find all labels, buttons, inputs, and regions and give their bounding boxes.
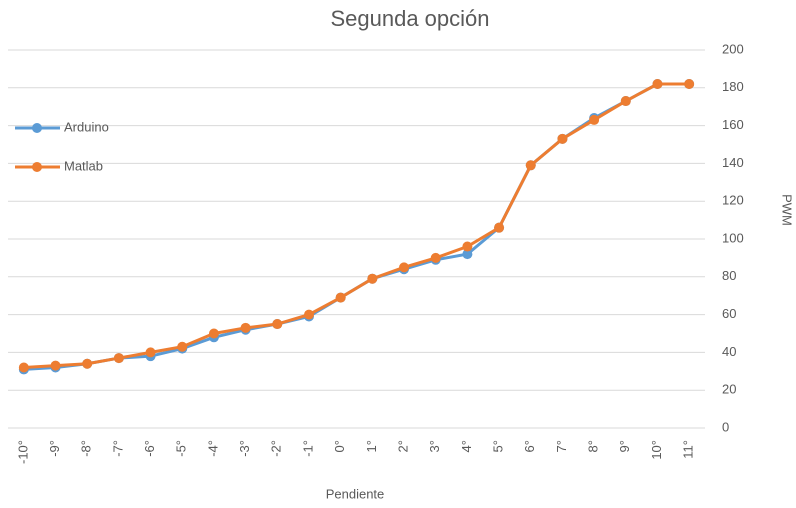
x-tick-label: -2° bbox=[269, 440, 284, 457]
data-point bbox=[430, 252, 441, 263]
data-point bbox=[399, 262, 410, 273]
y-tick-label: 140 bbox=[722, 155, 744, 170]
legend-label: Arduino bbox=[64, 119, 109, 134]
x-tick-label: 5° bbox=[491, 440, 506, 452]
x-tick-label: -3° bbox=[237, 440, 252, 457]
x-tick-label: -10° bbox=[15, 440, 30, 464]
x-tick-label: 10° bbox=[649, 440, 664, 460]
data-point bbox=[50, 360, 61, 371]
x-tick-label: -8° bbox=[79, 440, 94, 457]
x-tick-label: -5° bbox=[174, 440, 189, 457]
data-point bbox=[589, 114, 600, 125]
data-point bbox=[620, 96, 631, 107]
data-point bbox=[177, 341, 188, 352]
x-tick-label: -9° bbox=[47, 440, 62, 457]
data-point bbox=[82, 358, 93, 369]
y-tick-label: 120 bbox=[722, 193, 744, 208]
data-point bbox=[494, 222, 505, 233]
y-tick-label: 180 bbox=[722, 79, 744, 94]
x-tick-label: 6° bbox=[522, 440, 537, 452]
data-point bbox=[303, 309, 314, 320]
x-tick-label: 2° bbox=[395, 440, 410, 452]
x-tick-label: 0° bbox=[332, 440, 347, 452]
legend-label: Matlab bbox=[64, 158, 103, 173]
data-point bbox=[367, 273, 378, 284]
data-point bbox=[335, 292, 346, 303]
data-point bbox=[240, 322, 251, 333]
data-point bbox=[557, 133, 568, 144]
data-point bbox=[113, 353, 124, 364]
x-tick-label: 11° bbox=[681, 440, 696, 459]
data-line bbox=[23, 82, 690, 370]
y-tick-label: 160 bbox=[722, 117, 744, 132]
data-point bbox=[18, 362, 29, 373]
legend-marker bbox=[32, 162, 42, 172]
data-point bbox=[462, 241, 473, 252]
y-tick-label: 40 bbox=[722, 344, 736, 359]
x-axis-label: Pendiente bbox=[326, 486, 385, 501]
x-tick-label: 7° bbox=[554, 440, 569, 452]
data-point bbox=[525, 160, 536, 171]
data-point bbox=[462, 249, 473, 260]
data-line bbox=[23, 82, 690, 371]
x-tick-label: -6° bbox=[142, 440, 157, 457]
x-tick-label: 8° bbox=[586, 440, 601, 452]
x-tick-label: -4° bbox=[205, 440, 220, 457]
y-tick-label: 60 bbox=[722, 306, 736, 321]
chart-title: Segunda opción bbox=[330, 6, 489, 31]
data-point bbox=[684, 79, 695, 90]
x-tick-label: 4° bbox=[459, 440, 474, 452]
x-tick-label: 3° bbox=[427, 440, 442, 452]
y-axis-label: PWM bbox=[780, 194, 795, 226]
x-tick-label: -1° bbox=[300, 440, 315, 457]
data-point bbox=[145, 347, 156, 358]
y-tick-label: 20 bbox=[722, 382, 736, 397]
y-tick-label: 80 bbox=[722, 268, 736, 283]
data-point bbox=[652, 79, 663, 90]
legend-marker bbox=[32, 123, 42, 133]
y-tick-label: 200 bbox=[722, 41, 744, 56]
y-tick-label: 0 bbox=[722, 419, 729, 434]
data-point bbox=[272, 319, 283, 330]
y-tick-label: 100 bbox=[722, 230, 744, 245]
x-tick-label: 9° bbox=[617, 440, 632, 452]
data-point bbox=[208, 328, 219, 339]
x-tick-label: 1° bbox=[364, 440, 379, 452]
x-tick-label: -7° bbox=[110, 440, 125, 457]
